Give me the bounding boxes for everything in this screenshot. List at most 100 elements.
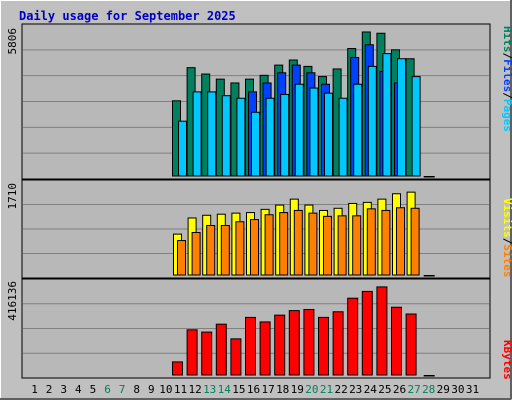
y-max-label-bottom: 416136: [6, 281, 19, 321]
legend-pages: Pages: [501, 99, 512, 132]
kbytes-bar: [376, 286, 388, 376]
x-tick-label: 16: [247, 383, 260, 396]
kbytes-bar: [230, 338, 242, 376]
pages-bar: [178, 120, 187, 177]
sites-bar: [352, 215, 362, 276]
x-tick-label: 21: [320, 383, 333, 396]
pages-bar: [192, 91, 202, 177]
kbytes-bar: [274, 314, 286, 376]
x-tick-label: 13: [203, 383, 216, 396]
legend-files: Files: [501, 59, 512, 92]
legend-bottom: KBytes: [501, 340, 512, 380]
x-tick-label: 22: [334, 383, 347, 396]
x-tick-label: 11: [174, 383, 187, 396]
legend-top: Hits/Files/Pages: [501, 26, 512, 132]
sites-bar: [206, 225, 216, 276]
sites-bar: [366, 208, 376, 276]
x-tick-label: 10: [159, 383, 172, 396]
sites-bar: [264, 214, 274, 276]
pages-bar: [411, 76, 421, 177]
pages-bar: [280, 93, 290, 177]
pages-bar: [236, 97, 246, 177]
sites-bar: [235, 221, 245, 276]
pages-bar: [294, 83, 304, 177]
sites-bar: [293, 209, 303, 276]
sites-bar: [323, 215, 332, 276]
pages-bar: [324, 92, 333, 177]
legend-hits: Hits: [501, 26, 512, 53]
pages-bar: [397, 58, 406, 177]
x-tick-label: 6: [104, 383, 111, 396]
legend-sites: Sites: [501, 244, 512, 277]
pages-bar: [265, 97, 275, 177]
x-tick-label: 12: [188, 383, 201, 396]
x-tick-label: 29: [437, 383, 450, 396]
x-tick-label: 7: [119, 383, 126, 396]
x-tick-label: 8: [133, 383, 140, 396]
x-tick-label: 2: [46, 383, 53, 396]
chart-title: Daily usage for September 2025: [19, 9, 236, 23]
pages-bar: [207, 91, 217, 177]
kbytes-bar: [201, 331, 213, 376]
kbytes-bar: [245, 316, 256, 376]
x-axis-day-labels: 1 2 3 4 5 6 7 8 9 10 11 12 13 14 15 16 17 18 19 20 21 22 23 24 2…: [31, 383, 479, 396]
sites-bar: [396, 207, 405, 276]
kbytes-bar: [259, 321, 271, 376]
kbytes-bar: [347, 297, 359, 376]
y-max-label-mid: 1710: [6, 183, 19, 210]
kbytes-bar: [186, 329, 198, 376]
pages-bar: [338, 97, 348, 177]
empty-day-marker: [423, 375, 435, 377]
y-max-label-top: 5806: [6, 28, 19, 55]
x-tick-label: 31: [466, 383, 479, 396]
pages-bar: [221, 95, 231, 177]
legend-mid: Visits/Sites: [501, 198, 512, 278]
legend-visits: Visits: [501, 198, 512, 238]
sites-bar: [250, 219, 259, 276]
x-tick-label: 27: [407, 383, 420, 396]
kbytes-bar: [318, 316, 329, 376]
pages-bar: [367, 65, 377, 177]
x-tick-label: 3: [60, 383, 67, 396]
sites-bar: [177, 240, 186, 276]
x-tick-label: 19: [291, 383, 304, 396]
x-tick-label: 24: [364, 383, 378, 396]
kbytes-bar: [391, 306, 402, 376]
x-tick-label: 28: [422, 383, 435, 396]
sites-bar: [337, 215, 347, 276]
x-tick-label: 23: [349, 383, 362, 396]
kbytes-bar: [288, 310, 300, 376]
pages-bar: [353, 83, 363, 177]
x-tick-label: 18: [276, 383, 289, 396]
x-tick-label: 14: [218, 383, 232, 396]
x-tick-label: 25: [378, 383, 391, 396]
x-tick-label: 1: [31, 383, 38, 396]
x-tick-label: 20: [305, 383, 318, 396]
sites-bar: [279, 212, 289, 276]
panel-hits-files-pages: [21, 23, 491, 180]
x-tick-label: 9: [148, 383, 155, 396]
x-tick-label: 17: [261, 383, 274, 396]
panel-visits-sites: [21, 179, 491, 279]
pages-bar: [251, 111, 260, 177]
kbytes-bar: [405, 313, 417, 376]
kbytes-bar: [303, 308, 315, 376]
x-tick-label: 26: [393, 383, 406, 396]
x-tick-label: 4: [75, 383, 82, 396]
kbytes-bar: [215, 323, 227, 376]
sites-bar: [220, 225, 230, 276]
panel-kbytes: [21, 278, 491, 379]
pages-bar: [309, 87, 319, 177]
pages-bar: [382, 53, 392, 177]
sites-bar: [191, 231, 201, 276]
empty-day-marker: [423, 275, 435, 277]
x-tick-label: 5: [90, 383, 97, 396]
x-tick-label: 30: [451, 383, 464, 396]
sites-bar: [381, 209, 391, 276]
x-tick-label: 15: [232, 383, 245, 396]
legend-kbytes: KBytes: [501, 340, 512, 380]
kbytes-bar: [332, 311, 344, 376]
empty-day-marker: [423, 176, 435, 178]
kbytes-bar: [172, 361, 183, 376]
